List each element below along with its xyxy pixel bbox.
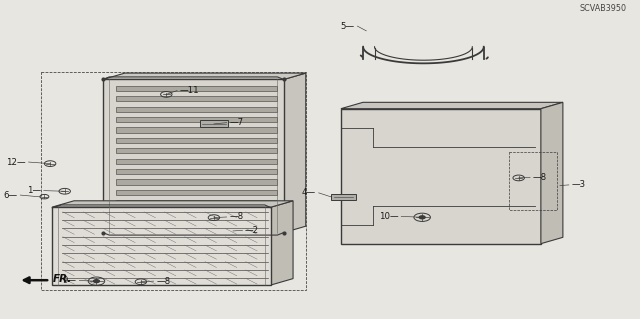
Polygon shape bbox=[115, 148, 277, 153]
Bar bbox=[200, 121, 228, 127]
Polygon shape bbox=[115, 180, 277, 185]
Text: —8: —8 bbox=[532, 173, 547, 182]
Polygon shape bbox=[103, 73, 306, 79]
Text: 1—: 1— bbox=[27, 186, 41, 195]
Polygon shape bbox=[115, 200, 277, 205]
Text: —8: —8 bbox=[156, 277, 170, 286]
Circle shape bbox=[419, 216, 425, 219]
Text: —3: —3 bbox=[572, 181, 586, 189]
Polygon shape bbox=[115, 117, 277, 122]
Text: —7: —7 bbox=[229, 118, 243, 127]
Polygon shape bbox=[115, 138, 277, 143]
Text: 5—: 5— bbox=[340, 22, 355, 31]
Polygon shape bbox=[341, 109, 541, 244]
Text: SCVAB3950: SCVAB3950 bbox=[580, 4, 627, 13]
Polygon shape bbox=[115, 128, 277, 132]
Text: 4—: 4— bbox=[302, 188, 316, 197]
Polygon shape bbox=[52, 201, 293, 207]
Polygon shape bbox=[52, 207, 271, 285]
Polygon shape bbox=[271, 201, 293, 285]
Polygon shape bbox=[115, 169, 277, 174]
Polygon shape bbox=[115, 159, 277, 164]
Circle shape bbox=[93, 280, 99, 283]
Polygon shape bbox=[115, 221, 277, 226]
Text: 9—: 9— bbox=[63, 276, 77, 285]
Polygon shape bbox=[115, 107, 277, 112]
Polygon shape bbox=[115, 190, 277, 195]
Polygon shape bbox=[115, 86, 277, 91]
Text: 12—: 12— bbox=[6, 158, 26, 167]
Polygon shape bbox=[341, 102, 563, 109]
Text: —11: —11 bbox=[180, 86, 199, 95]
Bar bbox=[332, 194, 355, 200]
Polygon shape bbox=[115, 96, 277, 101]
Text: 10—: 10— bbox=[379, 212, 399, 221]
Text: FR.: FR. bbox=[52, 274, 72, 284]
Polygon shape bbox=[541, 102, 563, 244]
Polygon shape bbox=[103, 79, 284, 233]
Polygon shape bbox=[115, 211, 277, 216]
Text: —8: —8 bbox=[229, 212, 243, 221]
Text: 6—: 6— bbox=[4, 190, 18, 200]
Polygon shape bbox=[284, 73, 306, 233]
Text: —2: —2 bbox=[245, 226, 259, 235]
